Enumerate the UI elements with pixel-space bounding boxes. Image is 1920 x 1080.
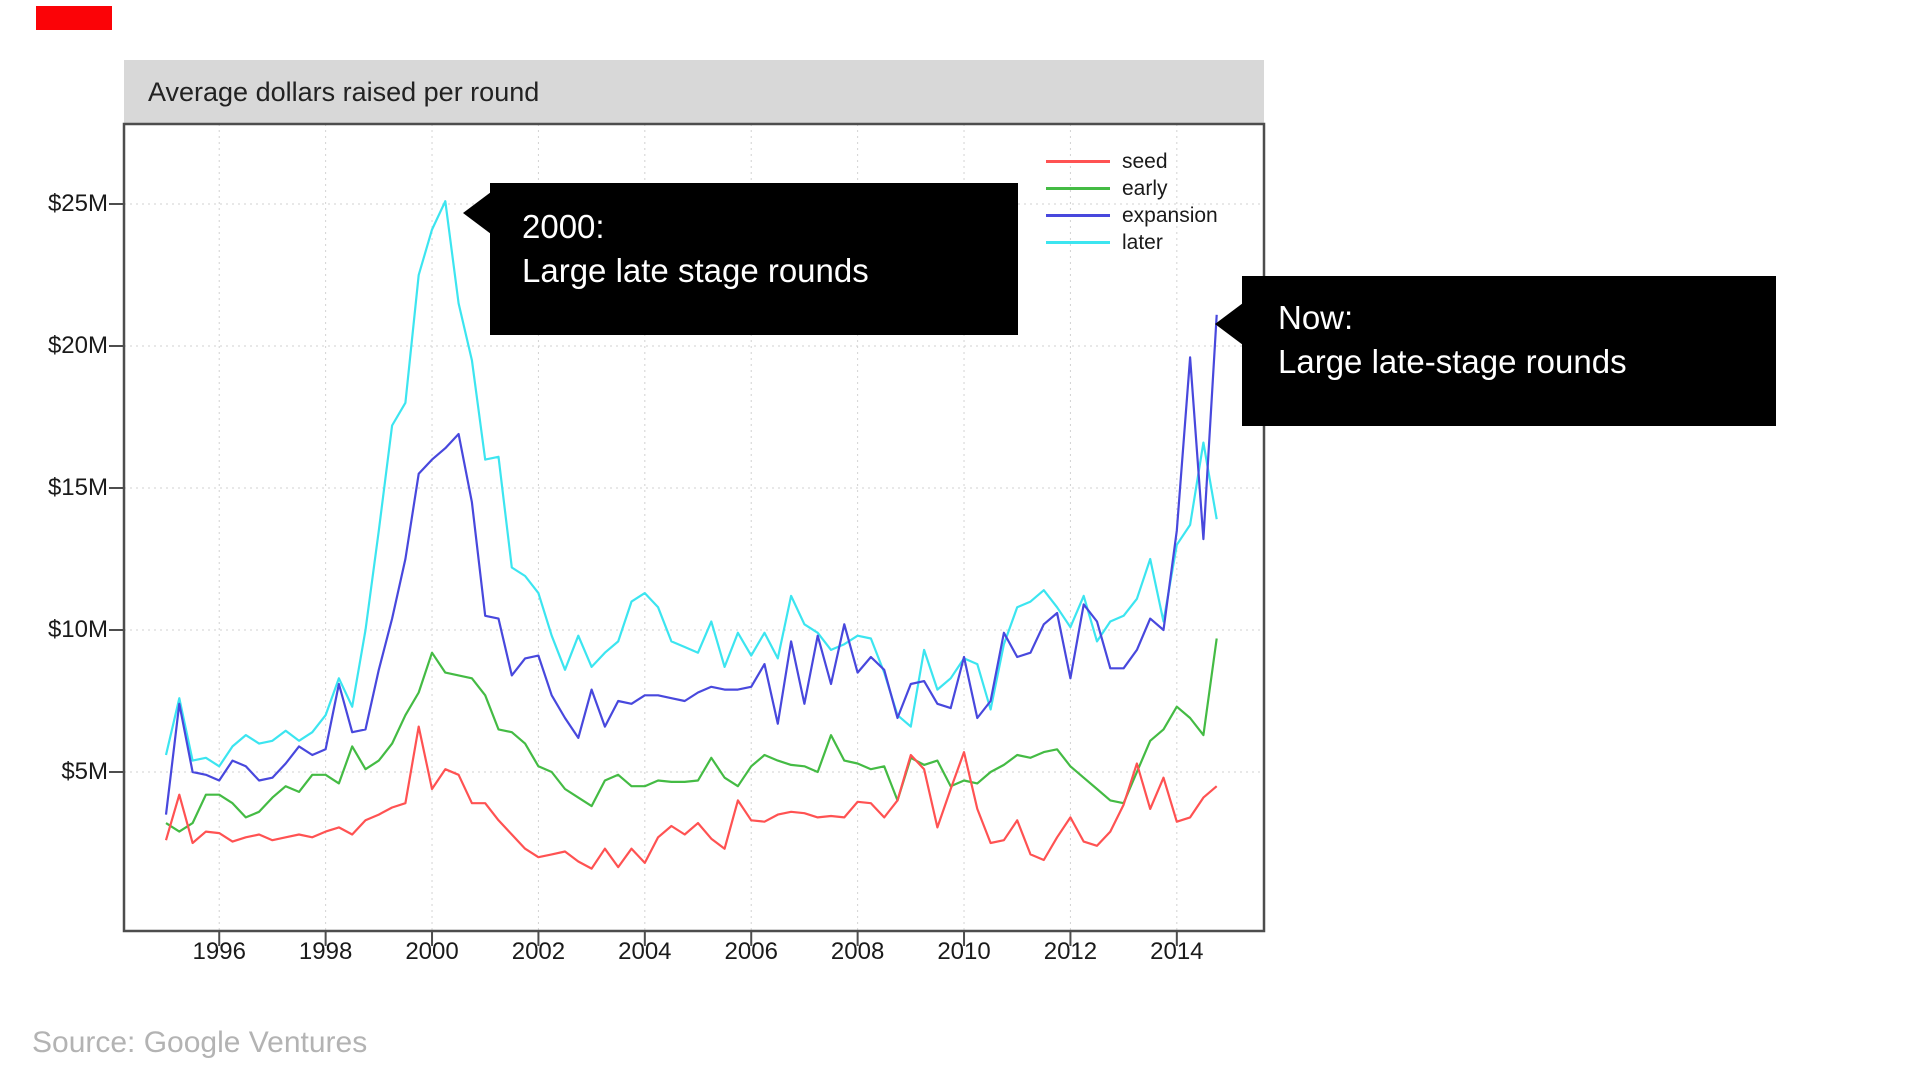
callout-now-line1: Now: [1278,299,1354,336]
legend-label: seed [1122,149,1168,173]
series-line-expansion [164,314,1218,815]
series-line-early [165,638,1218,833]
legend-row-seed: seed [1046,148,1266,175]
y-axis-tick-label: $15M [47,474,108,501]
callout-left-pointer-icon [1215,303,1243,345]
chart-legend: seed early expansion later [1046,148,1266,256]
legend-label: early [1122,176,1168,200]
callout-now: Now: Large late-stage rounds [1215,276,1776,426]
callout-2000-line1: 2000: [522,208,605,245]
legend-line-swatch [1046,214,1110,217]
x-axis-tick-label: 1998 [298,938,353,965]
red-progress-marker [36,6,112,30]
callout-2000-line2: Large late stage rounds [522,252,869,289]
source-credit: Source: Google Ventures [32,1026,368,1059]
plot-border [122,122,1266,933]
legend-label: expansion [1122,203,1218,227]
legend-row-expansion: expansion [1046,202,1266,229]
series-line-later [164,200,1218,768]
y-axis-labels: $5M $10M $15M $20M $25M [0,124,110,931]
legend-line-swatch [1046,160,1110,163]
callout-left-pointer-icon [463,192,491,234]
x-axis-labels: 1996 1998 2000 2002 2004 2006 2008 2010 2012 2014 [124,938,1264,974]
x-axis-tick-label: 2014 [1150,938,1204,965]
y-axis-tick-label: $5M [61,758,108,785]
chart-title: Average dollars raised per round [148,76,540,107]
x-axis-tick-label: 2006 [724,938,778,965]
x-axis-tick-label: 2012 [1043,938,1098,965]
y-axis-tick-label: $25M [47,190,108,217]
legend-row-early: early [1046,175,1266,202]
y-axis-tick-label: $20M [47,332,108,359]
legend-line-swatch [1046,241,1110,244]
callout-2000: 2000: Large late stage rounds [463,183,1018,335]
x-axis-tick-label: 2008 [830,938,885,965]
legend-row-later: later [1046,229,1266,256]
y-axis-tick-label: $10M [47,616,108,643]
callout-now-line2: Large late-stage rounds [1278,343,1627,380]
x-axis-tick-label: 1996 [192,938,246,965]
legend-line-swatch [1046,187,1110,190]
x-axis-tick-label: 2002 [511,938,566,965]
chart-title-bar: Average dollars raised per round [124,60,1264,124]
x-axis-tick-label: 2004 [618,938,672,965]
legend-label: later [1122,230,1163,254]
series-line-seed [164,725,1218,870]
line-chart-plot-area [109,122,1266,946]
x-axis-tick-label: 2010 [937,938,991,965]
x-axis-tick-label: 2000 [405,938,459,965]
